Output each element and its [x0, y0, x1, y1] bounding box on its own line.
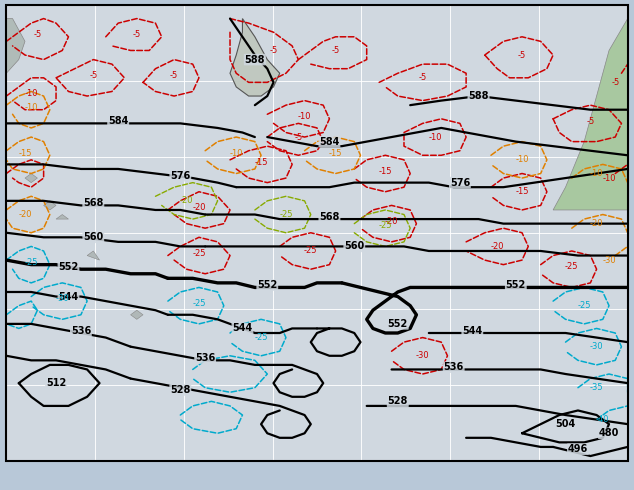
Text: 560: 560 [344, 242, 365, 251]
Text: 584: 584 [108, 116, 128, 126]
Text: -25: -25 [279, 210, 293, 219]
Text: 528: 528 [387, 396, 408, 406]
Text: -5: -5 [269, 46, 278, 55]
Polygon shape [87, 251, 100, 260]
Text: -15: -15 [18, 148, 32, 157]
Text: 584: 584 [320, 137, 340, 147]
Text: 568: 568 [320, 212, 340, 222]
Text: -20: -20 [385, 217, 398, 226]
Text: 552: 552 [387, 319, 408, 329]
Text: ©weatheronline.co.uk: ©weatheronline.co.uk [536, 479, 621, 488]
Text: -10: -10 [590, 169, 604, 178]
Text: 130W: 130W [278, 479, 299, 485]
Text: -10: -10 [515, 155, 529, 164]
Text: 70W: 70W [619, 479, 634, 485]
Text: 140W: 140W [222, 479, 242, 485]
Text: -40: -40 [596, 415, 609, 424]
Text: 90W: 90W [507, 479, 522, 485]
Text: 512: 512 [46, 378, 66, 388]
Polygon shape [56, 215, 68, 219]
Text: -20: -20 [491, 242, 504, 251]
Text: 100W: 100W [448, 479, 469, 485]
Text: 588: 588 [469, 91, 489, 101]
Text: Height/Temp. 500 hPa [gdmp][°C] ECMWF: Height/Temp. 500 hPa [gdmp][°C] ECMWF [6, 477, 196, 486]
Text: -5: -5 [294, 133, 302, 142]
Text: -10: -10 [298, 112, 311, 121]
Text: 544: 544 [462, 326, 482, 336]
Text: -25: -25 [192, 249, 205, 258]
Text: 552: 552 [506, 280, 526, 290]
Polygon shape [25, 173, 37, 183]
Text: -5: -5 [611, 78, 619, 87]
Text: 588: 588 [245, 54, 265, 65]
Text: -15: -15 [329, 148, 342, 157]
Text: -5: -5 [89, 71, 98, 80]
Text: -5: -5 [133, 30, 141, 39]
Text: -30: -30 [55, 294, 69, 303]
Text: -25: -25 [378, 221, 392, 230]
Text: 150W: 150W [165, 479, 186, 485]
Text: 568: 568 [83, 198, 103, 208]
Text: -5: -5 [418, 74, 427, 82]
Text: 576: 576 [170, 171, 190, 181]
Text: 552: 552 [257, 280, 278, 290]
Text: -15: -15 [378, 167, 392, 176]
Text: 536: 536 [444, 362, 464, 372]
Text: -5: -5 [33, 30, 42, 39]
Text: -20: -20 [18, 210, 32, 219]
Text: 536: 536 [71, 326, 91, 336]
Text: -25: -25 [254, 333, 268, 342]
Text: -15: -15 [515, 187, 529, 196]
Text: 160W: 160W [109, 479, 129, 485]
Text: -5: -5 [170, 71, 178, 80]
Text: 110W: 110W [392, 479, 412, 485]
Text: -20: -20 [590, 219, 604, 228]
Text: 528: 528 [170, 385, 190, 395]
Text: 80W: 80W [563, 479, 579, 485]
Text: -10: -10 [25, 89, 38, 98]
Text: -30: -30 [602, 256, 616, 265]
Text: -25: -25 [565, 263, 578, 271]
Polygon shape [230, 19, 280, 96]
Text: -25: -25 [192, 299, 205, 308]
Polygon shape [44, 201, 56, 210]
Text: 544: 544 [232, 323, 252, 334]
Text: -5: -5 [586, 117, 595, 125]
Text: -25: -25 [25, 258, 38, 267]
Text: 576: 576 [450, 177, 470, 188]
Text: -10: -10 [602, 173, 616, 183]
Text: -35: -35 [590, 383, 604, 392]
Text: -20: -20 [192, 203, 205, 212]
Text: -5: -5 [518, 50, 526, 59]
Polygon shape [553, 19, 628, 210]
Text: -25: -25 [578, 301, 591, 310]
Text: 504: 504 [555, 419, 576, 429]
Text: -10: -10 [25, 103, 38, 112]
Text: Tu 24-09-2024 06:00 UTC (18+36): Tu 24-09-2024 06:00 UTC (18+36) [380, 477, 534, 486]
Text: 560: 560 [83, 232, 103, 243]
Text: -30: -30 [590, 342, 604, 351]
Text: -10: -10 [429, 133, 442, 142]
Text: 170W: 170W [53, 479, 73, 485]
Text: -20: -20 [180, 196, 193, 205]
Text: -15: -15 [254, 158, 268, 167]
Text: -5: -5 [332, 46, 340, 55]
Text: 552: 552 [58, 262, 79, 272]
Text: -25: -25 [304, 246, 318, 255]
Text: 120W: 120W [335, 479, 356, 485]
Polygon shape [6, 19, 25, 73]
Text: 544: 544 [58, 292, 79, 301]
Text: -10: -10 [230, 148, 243, 157]
Text: 496: 496 [568, 444, 588, 454]
Text: 480: 480 [599, 428, 619, 438]
Text: 536: 536 [195, 353, 216, 363]
Polygon shape [131, 310, 143, 319]
Text: 180°: 180° [0, 479, 15, 485]
Text: -30: -30 [416, 351, 429, 360]
